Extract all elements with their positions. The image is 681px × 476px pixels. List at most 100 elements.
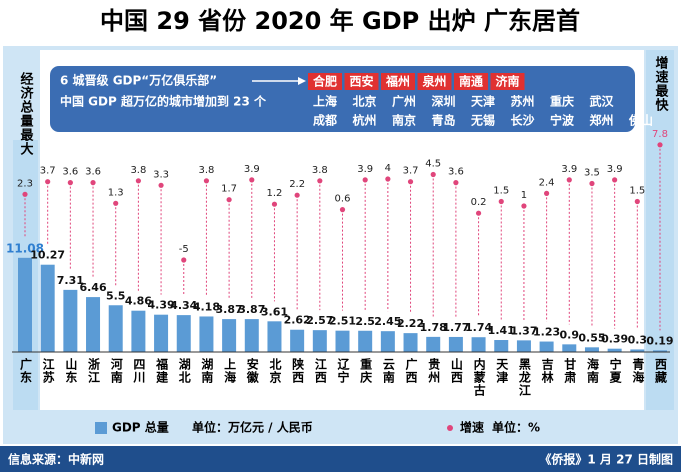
growth-dot: [634, 198, 640, 205]
growth-dot: [249, 177, 255, 183]
new-city-cell: [308, 73, 342, 90]
chart-title: 中国 29 省份 2020 年 GDP 出炉 广东居首: [100, 7, 580, 35]
growth-dot: [407, 179, 414, 185]
growth-dot: [158, 182, 164, 188]
x-tick-label: 贵州: [427, 357, 441, 384]
bar: [516, 340, 531, 352]
x-tick-label: 海南: [585, 357, 599, 384]
bar: [448, 336, 463, 352]
new-city: 泉州: [422, 74, 446, 89]
bar: [108, 305, 123, 352]
x-tick-label: 北京: [268, 357, 282, 384]
bar: [471, 337, 486, 352]
legend-unit: 单位：万亿元 / 人民币: [192, 420, 313, 435]
bar: [358, 330, 373, 352]
callout-subline: 中国 GDP 超万亿的城市增加到 23 个: [60, 94, 267, 109]
x-tick-label: 辽宁: [336, 358, 350, 384]
bar-label: 3.87: [238, 303, 265, 316]
bar: [494, 340, 509, 352]
x-tick-label: 安徽: [245, 357, 259, 384]
bar-label: 0.55: [578, 331, 605, 344]
growth-label: 3.9: [607, 164, 623, 175]
city: 深圳: [431, 94, 455, 109]
growth-label: 3.9: [244, 164, 260, 175]
bar-label: 2.51: [329, 315, 356, 328]
growth-label: 3.6: [85, 167, 101, 178]
growth-label: 1.5: [493, 186, 509, 197]
bar-label: 1.77: [442, 321, 469, 334]
bar-label: 0.39: [601, 333, 628, 346]
legend-unit: 单位：%: [492, 420, 540, 435]
bar-label: 2.57: [306, 314, 333, 327]
bar-label: 11.08: [6, 241, 44, 255]
bar: [267, 321, 282, 352]
growth-label: 3.7: [40, 166, 56, 177]
bar: [176, 315, 191, 352]
x-tick-label: 江苏: [41, 357, 55, 384]
growth-label: 0.6: [335, 194, 351, 205]
legend-label: GDP 总量: [112, 420, 169, 435]
new-city: 南通: [459, 74, 483, 89]
x-tick-label: 浙江: [87, 357, 101, 384]
city: 成都: [313, 113, 337, 128]
growth-dot: [45, 179, 51, 185]
bar-label: 1.78: [420, 321, 447, 334]
growth-dot: [362, 177, 368, 183]
bar: [18, 257, 32, 352]
bar-label: 2.22: [397, 317, 424, 330]
growth-dot: [226, 197, 232, 203]
x-tick-label: 重庆: [359, 357, 373, 384]
bar-label: 6.46: [79, 281, 106, 294]
x-tick-label: 四川: [132, 358, 146, 384]
x-tick-label: 青海: [631, 357, 645, 384]
growth-dot: [203, 178, 210, 184]
city: 佛山: [628, 113, 653, 128]
x-tick-label: 江西: [313, 357, 327, 384]
bar-label: 4.86: [125, 295, 152, 308]
x-tick-label: 天津: [495, 358, 509, 384]
growth-dot: [22, 191, 28, 197]
city: 天津: [471, 94, 495, 109]
credit: 《侨报》1 月 27 日制图: [539, 452, 673, 467]
source: 信息来源：中新网: [8, 452, 104, 467]
new-city-cell: [381, 73, 415, 90]
left-note: 经济总量最大: [18, 71, 34, 156]
growth-label: 0.2: [471, 197, 487, 208]
bar-label: 2.45: [374, 315, 401, 328]
city: 长沙: [510, 113, 534, 128]
bar: [199, 316, 214, 352]
city: 苏州: [510, 94, 534, 109]
growth-label: 3.8: [198, 165, 214, 176]
growth-dot: [453, 180, 459, 186]
bar-label: 1.41: [488, 324, 515, 337]
bar-label: 2.5: [355, 315, 375, 328]
growth-label: 3.7: [403, 166, 419, 177]
x-tick-label: 湖南: [200, 357, 214, 384]
bar: [403, 333, 418, 352]
city: 南京: [392, 113, 416, 128]
x-tick-label: 山西: [449, 357, 463, 384]
city: 杭州: [352, 113, 376, 128]
growth-label: 4.5: [425, 159, 441, 170]
x-tick-label: 宁夏: [608, 357, 622, 384]
bar-label: 5.5: [106, 289, 126, 302]
growth-dot: [566, 177, 572, 183]
bar-label: 4.39: [148, 299, 175, 312]
growth-dot: [657, 142, 663, 148]
growth-label: 3.5: [584, 168, 600, 179]
growth-dot: [498, 198, 504, 205]
bar-label: 1.23: [533, 326, 560, 339]
bar-label: 3.87: [216, 303, 243, 316]
x-tick-label: 西藏: [654, 358, 668, 384]
growth-label: 3.3: [153, 169, 169, 180]
bar-label: 1.74: [465, 321, 492, 334]
x-tick-label: 黑龙江: [517, 358, 531, 397]
bar: [154, 314, 169, 352]
x-tick-label: 陕西: [291, 357, 305, 384]
growth-dot: [271, 201, 278, 207]
bar: [222, 319, 237, 352]
x-tick-label: 湖北: [177, 357, 191, 384]
bar: [653, 350, 667, 352]
new-city: 合肥: [313, 74, 337, 89]
